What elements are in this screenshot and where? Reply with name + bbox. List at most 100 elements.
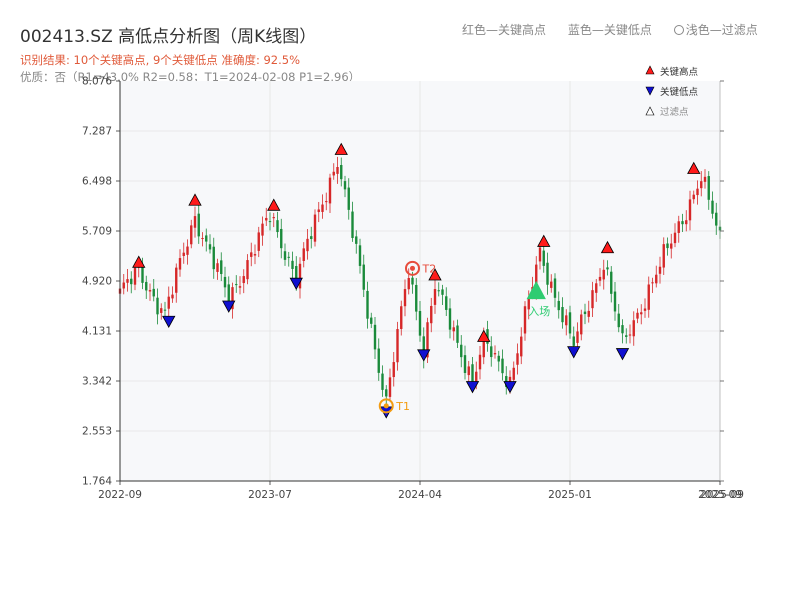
candle-body [310, 236, 313, 240]
candle-body [302, 248, 305, 261]
candle-body [197, 213, 200, 237]
candle-body [223, 276, 227, 288]
candle-body [711, 200, 714, 214]
candle-body [587, 310, 590, 317]
candle-body [632, 320, 635, 337]
candle-body [355, 236, 358, 244]
candle-body [418, 311, 422, 336]
candle-body [437, 290, 440, 292]
candle-body [512, 367, 515, 380]
candle-body [306, 238, 309, 252]
candle-body [178, 258, 182, 270]
candle-body [190, 225, 193, 245]
candle-body [426, 322, 429, 358]
candle-body [373, 324, 377, 350]
color-key-red: 红色—关键高点 [462, 23, 547, 37]
candle-body [610, 271, 613, 294]
candle-body [527, 297, 530, 310]
candle-body [400, 306, 403, 329]
quality-summary: 优质：否（R1=43.0% R2=0.58；T1=2024-02-08 P1=2… [20, 70, 361, 84]
candle-body [291, 260, 294, 269]
color-key-blue: 蓝色—关键低点 [567, 23, 652, 37]
candle-body [595, 283, 598, 293]
result-summary: 识别结果: 10个关键高点, 9个关键低点 准确度: 92.5% [20, 53, 301, 67]
candle-body [681, 221, 684, 225]
candle-body [542, 250, 545, 266]
candle-body [328, 177, 332, 204]
candle-body [715, 212, 718, 226]
key-high-marker [477, 329, 491, 342]
x-tick-label: 2025-01 [548, 489, 592, 501]
candle-body [640, 312, 643, 315]
candle-body [707, 176, 710, 200]
candle-body [625, 335, 628, 337]
candle-body [456, 325, 459, 343]
candle-body [347, 187, 350, 210]
candle-body [257, 232, 260, 251]
candle-body [182, 252, 185, 256]
turning-point-circle [405, 260, 420, 276]
candle-body [343, 181, 347, 190]
candle-body [351, 211, 354, 238]
candle-body [508, 376, 512, 384]
key-high-marker [687, 161, 701, 174]
x-tick-label: 2025-09 [698, 489, 742, 501]
y-tick-label: 7.287 [82, 126, 112, 138]
legend-high-label: 关键高点 [660, 66, 699, 78]
candle-body [362, 264, 365, 290]
y-tick-label: 1.764 [82, 476, 112, 488]
legend-filtered-label: 过滤点 [660, 106, 689, 118]
candle-body [325, 201, 328, 203]
key-low-marker [417, 349, 431, 362]
key-low-marker [615, 348, 630, 361]
candle-body [381, 373, 384, 390]
candle-body [122, 282, 125, 289]
y-tick-label: 5.709 [82, 226, 112, 238]
candle-body [152, 288, 155, 297]
candle-body [658, 266, 662, 274]
y-axis-ticks: 1.764 2.553 3.342 4.131 4.920 5.709 6.498 7.287… [82, 76, 724, 488]
x-tick-label-overlap: 2025-09 [700, 489, 744, 501]
candle-body [246, 260, 249, 280]
candle-body [250, 252, 253, 257]
marker-legend: 关键高点 关键低点 过滤点 [645, 65, 699, 118]
candle-body [287, 256, 290, 258]
x-tick-label: 2024-04 [398, 489, 442, 501]
key-low-marker [222, 300, 236, 313]
candle-body [340, 164, 343, 180]
candle-body [265, 217, 268, 221]
candle-body [160, 308, 163, 313]
candle-body [156, 297, 159, 315]
key-high-marker [267, 198, 281, 211]
candle-body [486, 329, 489, 344]
key-low-marker [162, 315, 176, 329]
candle-body [471, 364, 474, 383]
candle-body [565, 315, 568, 326]
candle-body [283, 251, 287, 260]
candle-body [568, 312, 572, 334]
candle-body [482, 331, 485, 358]
candle-body [546, 262, 549, 285]
candle-body [171, 294, 174, 299]
candle-body [475, 371, 478, 385]
chart-title: 002413.SZ 高低点分析图（周K线图） [20, 27, 317, 47]
candle-body [445, 296, 448, 310]
candle-body [490, 346, 493, 358]
candle-body [535, 264, 538, 291]
candle-body [238, 286, 242, 288]
candle-body [651, 282, 654, 284]
candle-body [253, 254, 257, 256]
candle-body [261, 223, 264, 236]
candle-body [516, 353, 519, 365]
candle-body [493, 353, 497, 355]
key-high-marker [132, 255, 146, 268]
candles [118, 156, 722, 407]
candle-body [576, 331, 579, 343]
y-tick-label: 4.920 [82, 276, 112, 288]
candle-body [598, 276, 602, 281]
candle-body [201, 238, 204, 240]
entry-marker [526, 280, 546, 300]
candle-body [572, 336, 575, 346]
candle-body [580, 314, 583, 335]
candle-body [388, 377, 392, 397]
